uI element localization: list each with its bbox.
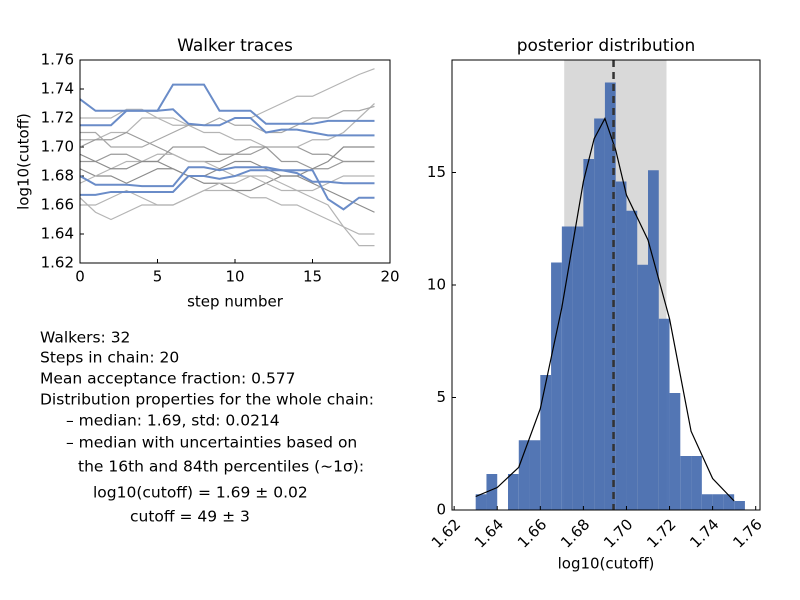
y-tick-label: 1.66 — [41, 196, 74, 214]
info-line: Steps in chain: 20 — [40, 349, 179, 367]
bar — [561, 226, 573, 510]
bar — [691, 456, 702, 510]
bar — [572, 226, 584, 510]
axes-frame — [79, 59, 391, 264]
trace-line — [80, 169, 375, 211]
bar — [723, 494, 735, 510]
kde-line — [475, 116, 735, 502]
info-line: – median: 1.69, std: 0.0214 — [66, 412, 280, 430]
x-axis-label: log10(cutoff) — [558, 555, 655, 573]
x-tick-label: 1.70 — [600, 515, 636, 551]
y-tick-label: 1.64 — [41, 225, 74, 243]
bar — [734, 501, 745, 510]
chart-title: posterior distribution — [517, 36, 696, 56]
trace-line — [79, 131, 375, 170]
trace-line — [79, 146, 375, 177]
y-tick-label: 1.70 — [41, 138, 74, 156]
axes-frame — [451, 59, 761, 511]
y-tick-label: 10 — [427, 276, 446, 294]
x-tick-label: 1.76 — [729, 515, 765, 551]
y-tick-label: 1.72 — [41, 109, 74, 127]
y-tick-label: 0 — [436, 501, 446, 519]
bar — [658, 318, 670, 510]
y-tick-label: 1.74 — [41, 80, 74, 98]
trace-line — [79, 168, 375, 213]
y-tick-label: 1.76 — [41, 51, 74, 69]
trace-line — [79, 153, 375, 235]
bar — [626, 210, 638, 510]
bar — [680, 456, 692, 510]
info-line: – median with uncertainties based on — [66, 434, 357, 452]
info-line: cutoff = 49 ± 3 — [130, 508, 250, 526]
x-tick-label: 5 — [153, 268, 163, 286]
trace-line — [79, 83, 375, 125]
trace-line — [80, 146, 375, 163]
bar — [583, 159, 595, 510]
y-tick-label: 5 — [436, 388, 446, 406]
bar — [701, 494, 713, 510]
x-tick-label: 1.68 — [557, 515, 593, 551]
x-tick-label: 1.74 — [686, 515, 722, 551]
trace-line — [79, 166, 375, 188]
info-line: Distribution properties for the whole ch… — [40, 391, 374, 409]
trace-line — [80, 68, 375, 141]
info-block: Walkers: 32 Steps in chain: 20 Mean acce… — [40, 329, 374, 526]
bar — [669, 393, 681, 510]
bar — [529, 440, 541, 510]
x-tick-label: 1.66 — [514, 515, 550, 551]
bar — [486, 474, 498, 510]
bar — [648, 170, 659, 510]
y-tick-label: 1.68 — [41, 167, 74, 185]
x-tick-label: 15 — [303, 268, 322, 286]
bar — [475, 494, 487, 510]
x-axis-label: step number — [187, 293, 284, 311]
x-tick-label: 1.62 — [428, 515, 464, 551]
x-tick-label: 1.64 — [471, 515, 507, 551]
bar — [604, 82, 616, 510]
info-line: Mean acceptance fraction: 0.577 — [40, 370, 296, 388]
x-tick-label: 10 — [225, 268, 244, 286]
info-line: log10(cutoff) = 1.69 ± 0.02 — [93, 484, 308, 502]
trace-line — [79, 175, 375, 221]
bar — [712, 494, 724, 510]
trace-line — [80, 108, 375, 137]
x-tick-label: 1.72 — [643, 515, 679, 551]
bar — [518, 440, 530, 510]
y-tick-label: 1.62 — [41, 254, 74, 272]
y-tick-label: 15 — [427, 163, 446, 181]
x-tick-label: 20 — [380, 268, 399, 286]
info-line: Walkers: 32 — [40, 329, 130, 347]
bar — [508, 474, 519, 510]
bar — [615, 181, 627, 510]
x-tick-label: 0 — [75, 268, 85, 286]
y-axis-label: log10(cutoff) — [15, 113, 33, 210]
bar — [540, 375, 552, 510]
chart-title: Walker traces — [177, 36, 293, 56]
bar — [551, 262, 562, 510]
trace-line — [80, 103, 375, 148]
trace-line — [80, 189, 375, 247]
bar — [637, 264, 648, 510]
bar — [594, 118, 605, 510]
info-line: the 16th and 84th percentiles (∼1σ): — [78, 458, 364, 476]
